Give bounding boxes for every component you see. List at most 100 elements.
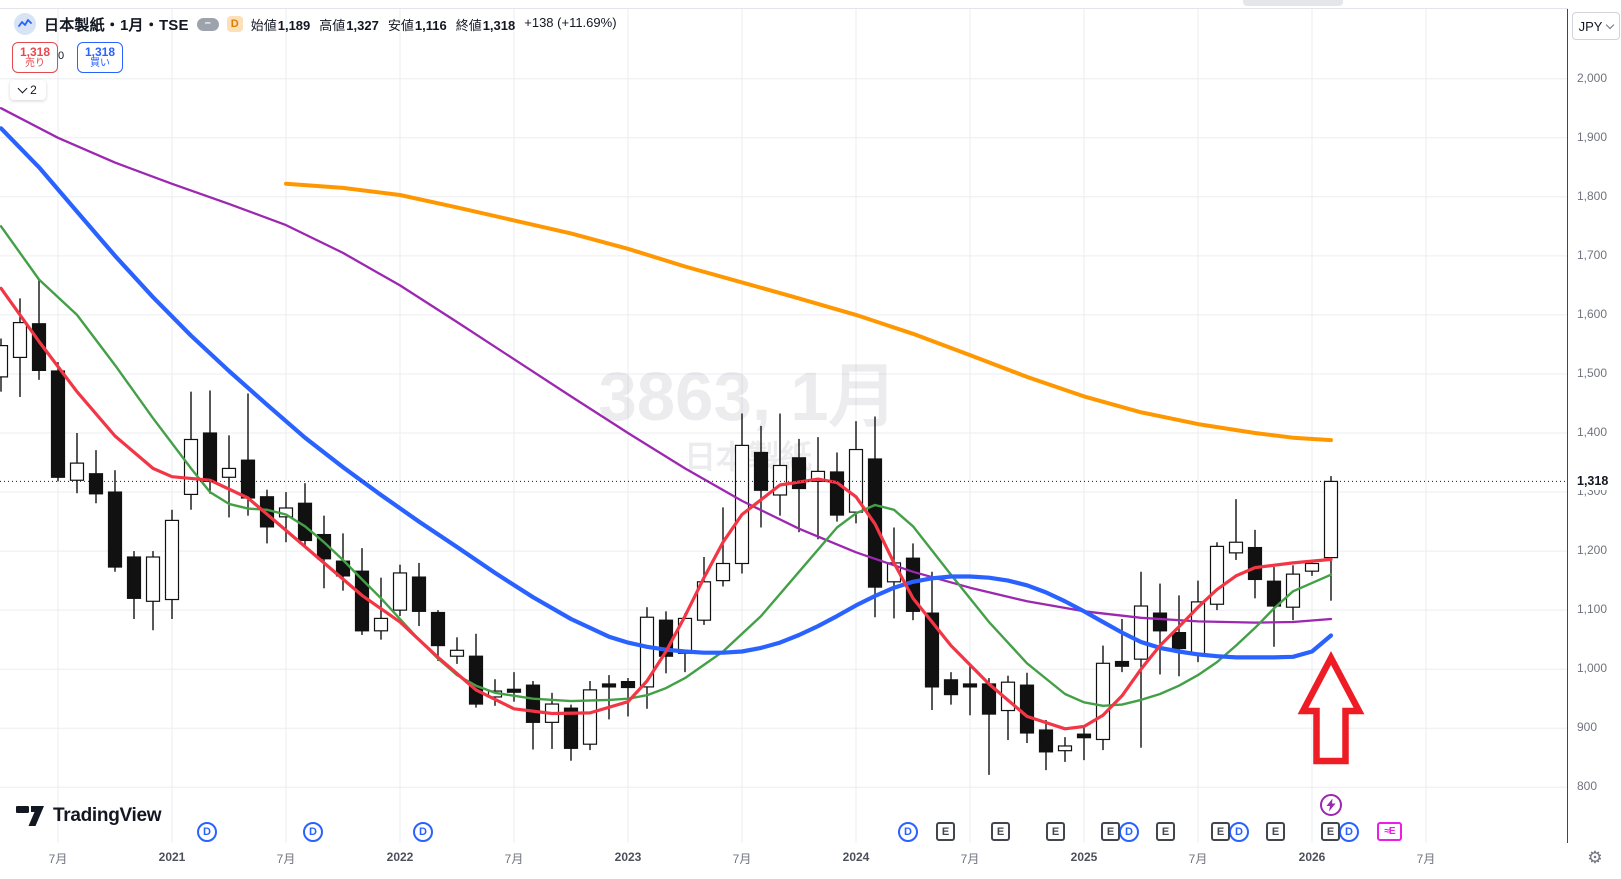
candle <box>734 413 750 574</box>
candle <box>696 557 712 625</box>
symbol-chart-icon[interactable] <box>14 13 36 35</box>
flash-event-badge[interactable] <box>1318 792 1344 818</box>
candle <box>31 279 47 380</box>
projected-earnings-badge[interactable]: ≈E <box>1377 822 1402 841</box>
candle <box>1076 727 1092 761</box>
sell-button[interactable]: 1,318 売り <box>12 42 58 73</box>
symbol-title[interactable]: 日本製紙・1月・TSE <box>44 16 189 34</box>
candle <box>943 672 959 705</box>
symbol-header: 日本製紙・1月・TSE – D 始値1,189 高値1,327 安値1,116 … <box>14 11 617 37</box>
currency-label: JPY <box>1578 18 1603 34</box>
time-tick-label: 7月 <box>1188 852 1208 866</box>
candle <box>981 678 997 775</box>
candle <box>449 637 465 664</box>
dividend-badge[interactable]: D <box>1229 822 1249 842</box>
candle <box>126 551 142 620</box>
candle <box>1152 583 1168 675</box>
earnings-badge[interactable]: E <box>1046 822 1065 841</box>
candle <box>88 450 104 504</box>
candle <box>183 391 199 510</box>
price-tick-label: 1,000 <box>1577 661 1608 676</box>
time-axis[interactable]: 7月 2021 7月 2022 7月 2023 7月 2024 7月 2025 7月 2026 7月 <box>0 843 1621 879</box>
sell-price: 1,318 <box>19 45 51 59</box>
ohlc-readout: 始値1,189 高値1,327 安値1,116 終値1,318 +138 (+1… <box>251 15 617 34</box>
settings-gear-icon[interactable]: ⚙ <box>1587 848 1603 867</box>
candle <box>202 390 218 494</box>
candle <box>1057 737 1073 762</box>
candle <box>259 489 275 544</box>
earnings-badge[interactable]: E <box>1321 822 1340 841</box>
price-tick-label: 2,000 <box>1577 70 1608 85</box>
candle <box>1038 719 1054 771</box>
price-axis[interactable]: 2,000 1,900 1,800 1,700 1,600 1,500 1,400 1,300… <box>1568 8 1621 843</box>
low-label: 安値 <box>387 17 414 33</box>
window-drag-handle <box>1243 0 1343 6</box>
price-tick-label: 1,800 <box>1577 188 1608 203</box>
chevron-down-icon <box>1606 20 1615 29</box>
candle <box>924 571 940 710</box>
candle <box>810 437 826 540</box>
candle <box>1247 529 1263 599</box>
time-tick-label: 7月 <box>1416 852 1436 866</box>
candle <box>677 613 693 673</box>
price-tick-label: 900 <box>1577 720 1598 735</box>
tradingview-mark-icon <box>16 806 44 826</box>
delayed-data-badge[interactable]: D <box>226 16 243 32</box>
sell-label: 売り <box>25 58 45 69</box>
time-tick-label: 2024 <box>842 850 870 864</box>
earnings-badge[interactable]: E <box>991 822 1010 841</box>
candle <box>1095 645 1111 751</box>
close-label: 終値 <box>455 17 482 33</box>
time-tick-label: 7月 <box>276 852 296 866</box>
candle <box>1323 476 1339 601</box>
candle <box>392 564 408 617</box>
spread-value: 0 <box>58 50 65 62</box>
candle <box>1000 675 1016 741</box>
currency-selector[interactable]: JPY <box>1572 12 1620 40</box>
price-tick-label: 1,500 <box>1577 365 1608 380</box>
earnings-badge[interactable]: E <box>1211 822 1230 841</box>
candle <box>1171 595 1187 677</box>
buy-button[interactable]: 1,318 買い <box>77 42 123 73</box>
candle <box>962 666 978 716</box>
dividend-badge[interactable]: D <box>197 822 217 842</box>
candle <box>1209 542 1225 611</box>
red-up-arrow-annotation[interactable] <box>1297 651 1365 765</box>
candle <box>0 338 9 392</box>
candle <box>1114 619 1130 673</box>
time-tick-label: 2026 <box>1298 850 1326 864</box>
zigzag-icon <box>18 19 32 27</box>
earnings-badge[interactable]: E <box>936 822 955 841</box>
dividend-badge[interactable]: D <box>1339 822 1359 842</box>
dividend-badge[interactable]: D <box>303 822 323 842</box>
dividend-badge[interactable]: D <box>898 822 918 842</box>
indicators-collapse-button[interactable]: 2 <box>10 80 46 100</box>
price-tick-label: 1,400 <box>1577 425 1608 439</box>
candle <box>563 704 579 761</box>
close-value: 1,318 <box>482 17 516 33</box>
dividend-badge[interactable]: D <box>1119 822 1139 842</box>
dividend-badge[interactable]: D <box>413 822 433 842</box>
time-tick-label: 2022 <box>386 850 414 864</box>
earnings-badge[interactable]: E <box>1101 822 1120 841</box>
candle <box>468 633 484 708</box>
open-label: 始値 <box>250 17 277 33</box>
time-tick-label: 2021 <box>158 850 186 864</box>
buy-price: 1,318 <box>84 45 116 59</box>
earnings-badge[interactable]: E <box>1266 822 1285 841</box>
earnings-badge[interactable]: E <box>1156 822 1175 841</box>
current-price-axis-label: 1,318 <box>1572 472 1621 491</box>
tradingview-logo[interactable]: TradingView <box>16 804 162 828</box>
candle <box>411 562 427 627</box>
candle <box>1228 499 1244 560</box>
market-status-icon: – <box>196 17 219 31</box>
time-tick-label: 7月 <box>732 852 752 866</box>
symbol-watermark: 3863, 1月 <box>598 358 897 435</box>
indicators-count: 2 <box>30 83 37 97</box>
time-tick-label: 7月 <box>504 852 524 866</box>
candle <box>639 607 655 709</box>
chart-top-border <box>0 8 1621 9</box>
price-tick-label: 1,900 <box>1577 129 1608 144</box>
price-tick-label: 1,600 <box>1577 306 1608 321</box>
